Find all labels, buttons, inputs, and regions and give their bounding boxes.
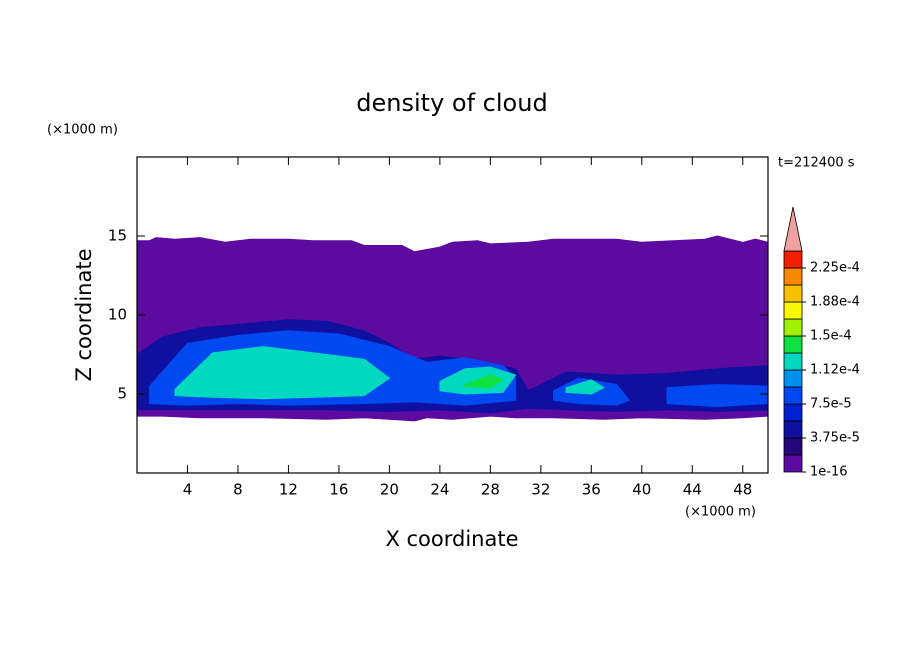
colorbar-bin xyxy=(783,250,803,269)
colorbar-bin xyxy=(783,318,803,337)
x-tick-label: 24 xyxy=(430,481,449,499)
colorbar-bin xyxy=(783,284,803,303)
colorbar-tick-label: 3.75e-5 xyxy=(810,431,860,446)
x-tick-label: 12 xyxy=(279,481,298,499)
colorbar-bin xyxy=(783,454,803,473)
x-unit: (×1000 m) xyxy=(685,505,756,520)
colorbar-tick-label: 7.5e-5 xyxy=(810,397,852,412)
colorbar-extend xyxy=(783,206,803,252)
contour-region xyxy=(174,346,391,400)
x-axis-label: X coordinate xyxy=(385,527,518,551)
colorbar-bin xyxy=(783,437,803,456)
y-axis-label: Z coordinate xyxy=(72,248,96,381)
colorbar-bin xyxy=(783,267,803,286)
x-tick-label: 48 xyxy=(733,481,752,499)
contour-region xyxy=(464,374,505,389)
colorbar-bin xyxy=(783,403,803,422)
colorbar-bin xyxy=(783,352,803,371)
x-tick-label: 16 xyxy=(329,481,348,499)
colorbar-tick-label: 1e-16 xyxy=(810,465,848,480)
y-tick-label: 5 xyxy=(117,385,127,403)
colorbar-tick-label: 1.5e-4 xyxy=(810,329,852,344)
x-tick-label: 28 xyxy=(481,481,500,499)
colorbar-bin xyxy=(783,369,803,388)
contour-region xyxy=(666,383,769,408)
colorbar-bin xyxy=(783,386,803,405)
colorbar-bin xyxy=(783,301,803,320)
colorbar-tick-label: 1.12e-4 xyxy=(810,363,860,378)
colorbar-tick-label: 1.88e-4 xyxy=(810,295,860,310)
y-tick-label: 15 xyxy=(108,227,127,245)
colorbar-bin xyxy=(783,335,803,354)
colorbar-tick-label: 2.25e-4 xyxy=(810,261,860,276)
contour-region xyxy=(565,379,605,395)
y-tick-label: 10 xyxy=(108,306,127,324)
chart-title: density of cloud xyxy=(356,89,547,117)
x-tick-label: 4 xyxy=(183,481,193,499)
x-tick-label: 32 xyxy=(531,481,550,499)
x-tick-label: 44 xyxy=(683,481,702,499)
x-tick-label: 40 xyxy=(632,481,651,499)
x-tick-label: 20 xyxy=(380,481,399,499)
y-unit: (×1000 m) xyxy=(47,123,118,138)
time-label: t=212400 s xyxy=(778,156,855,171)
x-tick-label: 36 xyxy=(582,481,601,499)
x-tick-label: 8 xyxy=(233,481,243,499)
colorbar-bin xyxy=(783,420,803,439)
